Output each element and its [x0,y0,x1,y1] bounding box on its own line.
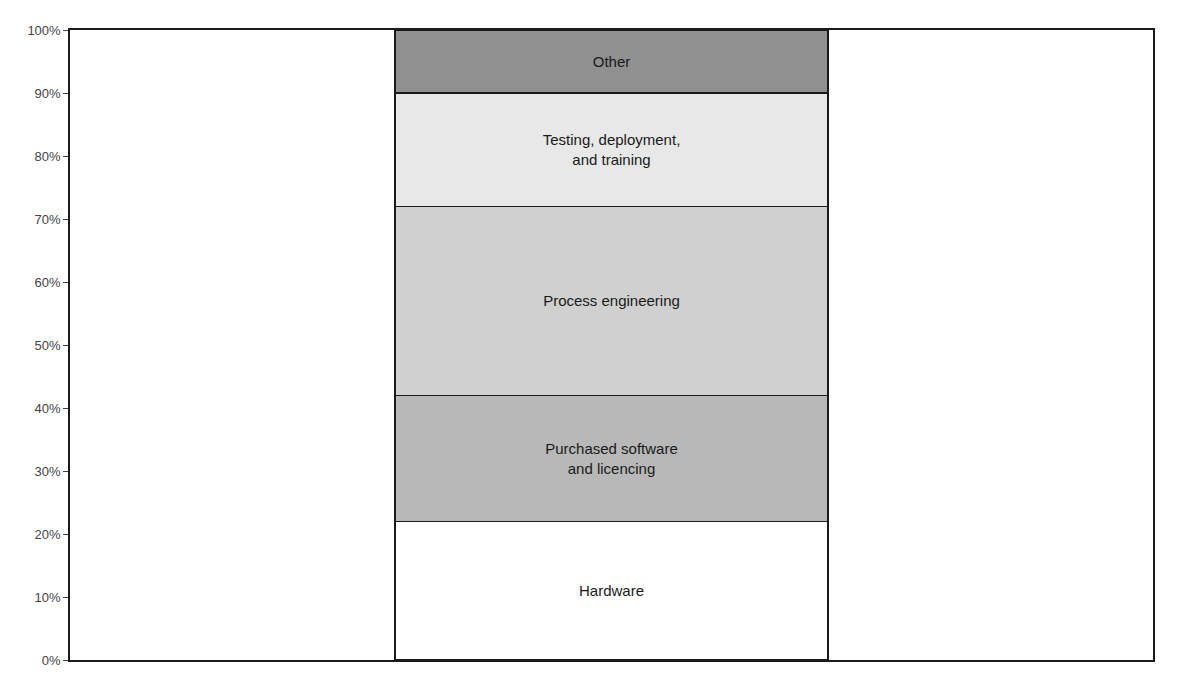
svg-text:Other: Other [593,53,631,70]
svg-text:Hardware: Hardware [579,582,644,599]
svg-text:Process engineering: Process engineering [543,292,680,309]
svg-text:80%: 80% [35,149,61,164]
svg-text:100%: 100% [27,23,61,38]
svg-text:20%: 20% [35,527,61,542]
svg-text:90%: 90% [35,86,61,101]
svg-text:50%: 50% [35,338,61,353]
svg-text:0%: 0% [42,653,61,668]
svg-text:70%: 70% [35,212,61,227]
svg-text:Testing, deployment,and traini: Testing, deployment,and training [543,131,681,168]
svg-text:40%: 40% [35,401,61,416]
svg-text:30%: 30% [35,464,61,479]
svg-text:Purchased softwareand licencin: Purchased softwareand licencing [545,440,678,477]
svg-text:10%: 10% [35,590,61,605]
svg-text:60%: 60% [35,275,61,290]
